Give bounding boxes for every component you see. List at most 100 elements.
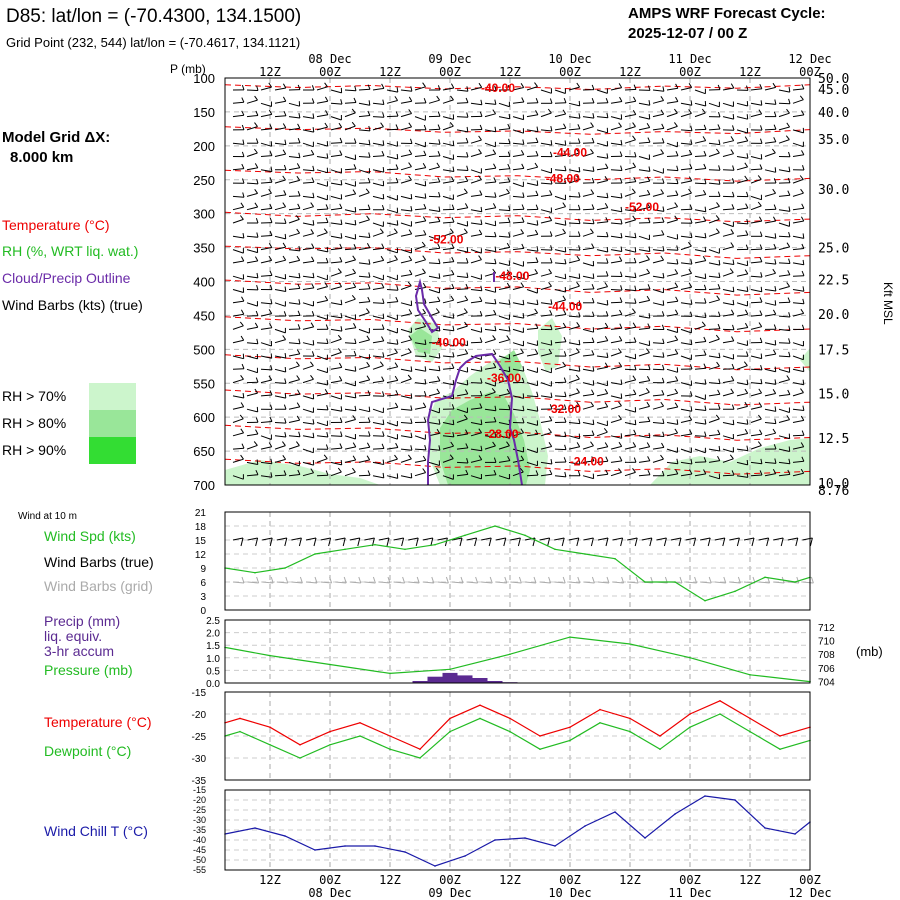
wind-barb-staff [456, 473, 468, 477]
wind-barb-staff [512, 328, 524, 333]
wind-barb-staff [330, 89, 342, 94]
bottom-hour-label: 12Z [739, 873, 761, 887]
wind-barb-staff [708, 182, 720, 185]
wind-barb-flag [438, 419, 441, 425]
wind-barb-staff [498, 116, 510, 120]
wind-barb-staff [288, 314, 301, 317]
wind-barb-staff [652, 193, 664, 197]
wind-barb-staff [652, 234, 664, 237]
wind-barb-flag [381, 83, 385, 89]
wind-barb-flag [550, 245, 553, 251]
wind-barb-staff [680, 473, 692, 477]
wind-barb-flag [408, 229, 413, 235]
wind-barb-flag [661, 470, 665, 476]
wind-barb-staff [330, 182, 342, 186]
wind-barb-flag [282, 123, 287, 129]
wind-barb-flag [620, 165, 623, 171]
wind-barb-flag [662, 418, 665, 424]
top-hour-label: 00Z [679, 65, 701, 79]
wind-barb-staff [694, 315, 706, 318]
wind-barb-staff [330, 302, 342, 306]
wind-barb-flag [690, 339, 693, 345]
wind-barb-flag [772, 188, 777, 194]
wind-barb-flag [382, 167, 385, 173]
legend-swatch-rh90 [89, 437, 136, 464]
wind-barb-staff [778, 222, 790, 227]
wind-barb-staff [554, 113, 566, 118]
wind-barb-staff [246, 89, 259, 91]
wind-barb-flag [604, 362, 609, 368]
wind-barb-staff [386, 209, 398, 214]
wind-barb-flag [746, 114, 749, 120]
wind-frame [224, 511, 811, 611]
wind-barb-staff [232, 447, 245, 450]
wind-barb-staff [596, 249, 608, 253]
grid-barb-staff [349, 581, 361, 584]
wind-barb-flag [311, 283, 315, 289]
wind-barb-staff [386, 352, 398, 357]
wind-barb-flag [494, 126, 497, 132]
wind-barb-staff [344, 209, 356, 213]
wind-barb-staff [792, 154, 804, 157]
wind-barb-flag [451, 243, 455, 249]
wind-barb-staff [456, 393, 468, 397]
top-hour-label: 00Z [319, 65, 341, 79]
true-barb-flag [809, 537, 813, 547]
wind-barb-staff [708, 299, 720, 304]
wind-barb-flag [590, 189, 595, 194]
wind-barb-flag [620, 206, 623, 212]
wind-barb-flag [338, 122, 343, 128]
wind-barb-flag [310, 229, 315, 234]
wind-barb-flag [519, 467, 524, 473]
wind-barb-flag [632, 442, 637, 447]
wind-barb-flag [548, 268, 553, 274]
wind-barb-flag [325, 324, 329, 330]
true-barb-staff [524, 537, 536, 541]
wind-barb-staff [512, 154, 524, 157]
wind-barb-staff [638, 235, 650, 241]
wind-barb-staff [596, 102, 609, 104]
wind-barb-staff [582, 382, 594, 386]
wind-barb-staff [456, 447, 468, 450]
wind-barb-staff [330, 435, 343, 437]
wind-barb-staff [302, 342, 314, 346]
wind-barb-flag [577, 231, 581, 237]
wind-barb-flag [396, 285, 399, 291]
wind-barb-staff [400, 408, 412, 411]
true-barb-flag [517, 537, 521, 547]
wind-barb-flag [368, 100, 371, 106]
wind-barb-staff [386, 475, 398, 479]
wind-barb-flag [352, 255, 357, 261]
true-barb-flag [357, 537, 361, 547]
wind-barb-flag [295, 215, 300, 220]
wind-barb-staff [330, 195, 342, 200]
wind-barb-flag [674, 402, 679, 408]
wind-barb-flag [549, 309, 553, 315]
wind-barb-flag [340, 219, 343, 225]
wind-barb-flag [759, 470, 763, 476]
legend-cloud: Cloud/Precip Outline [2, 270, 131, 286]
true-barb-flag [663, 537, 667, 547]
wind-barb-flag [394, 255, 398, 260]
wind-barb-staff [582, 169, 594, 172]
wind-barb-staff [736, 262, 748, 267]
wind-barb-flag [493, 417, 497, 422]
wind-barb-staff [610, 249, 622, 252]
wind-barb-flag [382, 391, 385, 397]
wind-barb-flag [367, 177, 371, 183]
dewpoint-point [389, 748, 391, 750]
wind-barb-flag [704, 246, 707, 252]
wind-barb-staff [512, 247, 524, 251]
wind-barb-flag [675, 96, 679, 102]
wind-barb-flag [757, 201, 762, 207]
wind-barb-flag [703, 336, 707, 342]
wind-barb-staff [638, 391, 650, 397]
wind-barb-staff [344, 259, 356, 264]
wind-barb-staff [288, 393, 300, 397]
wind-barb-staff [764, 382, 776, 385]
temperature-point [449, 717, 451, 720]
wind-barb-flag [536, 406, 539, 412]
pressure-legend: Pressure (mb) [44, 662, 133, 678]
wind-barb-flag [786, 375, 791, 380]
